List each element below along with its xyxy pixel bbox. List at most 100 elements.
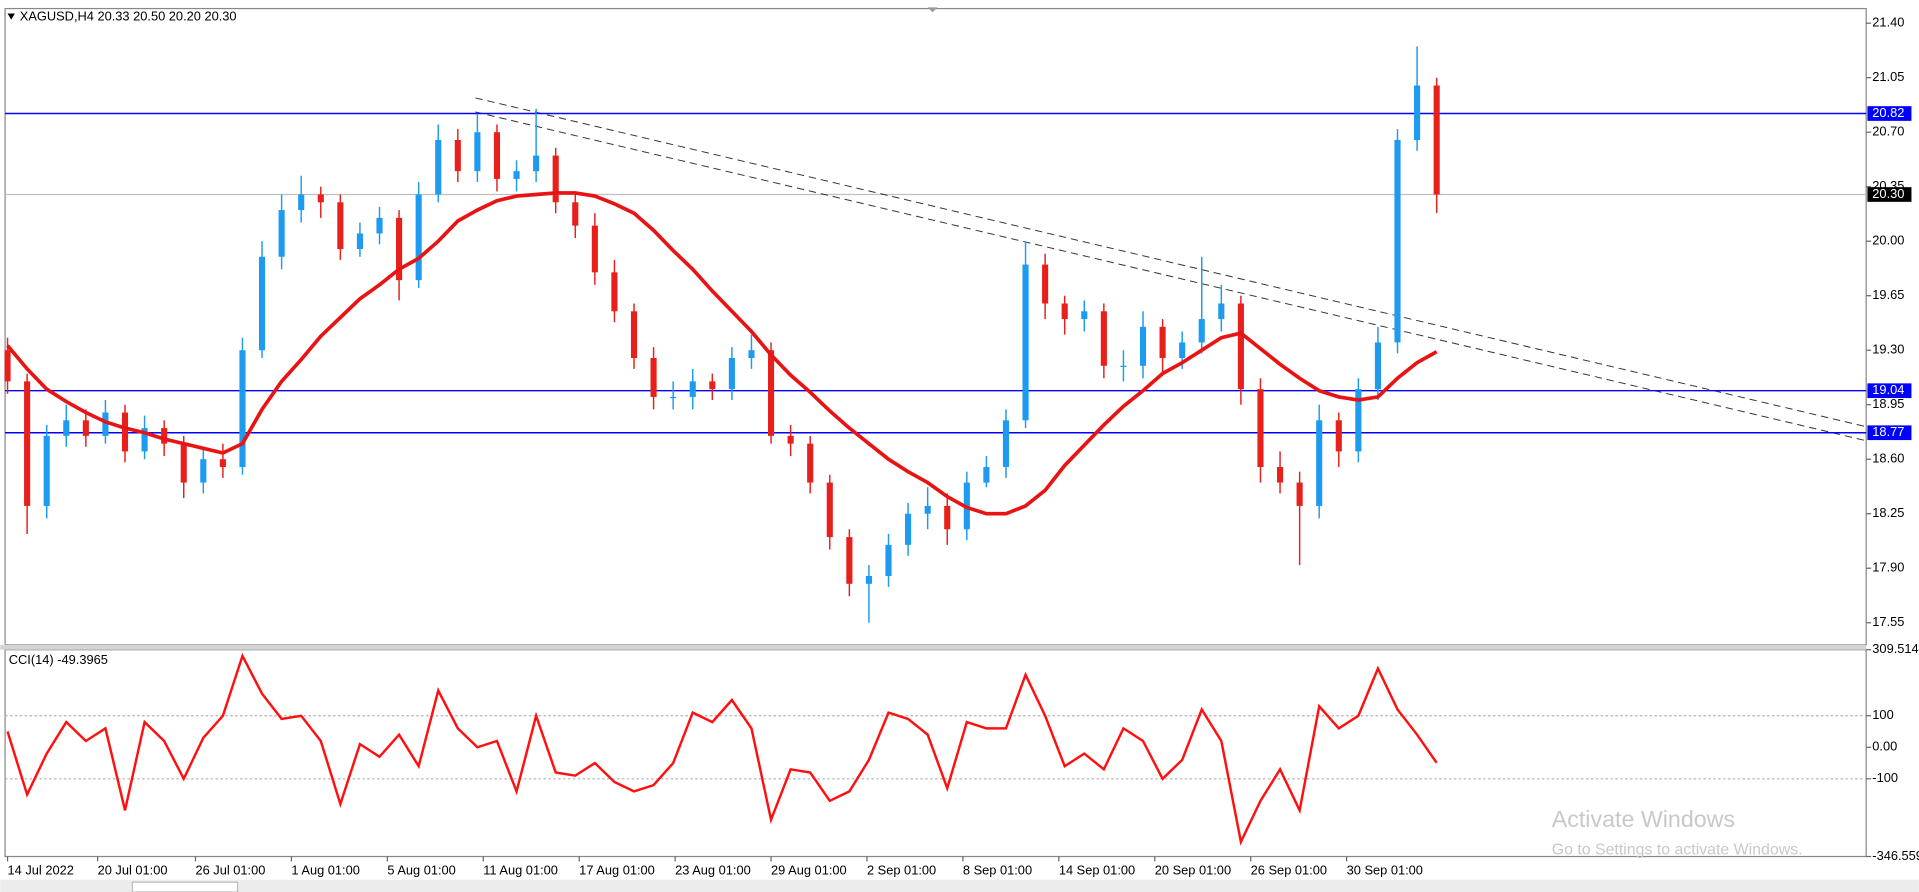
candle-body xyxy=(1316,420,1323,506)
y-tick-label: 19.65 xyxy=(1872,287,1904,302)
x-tick-label: 14 Sep 01:00 xyxy=(1059,863,1135,878)
y-tick-label: -100 xyxy=(1872,770,1898,785)
level-label: 20.82 xyxy=(1872,105,1904,120)
candle-body xyxy=(454,139,461,172)
x-tick-label: 5 Aug 01:00 xyxy=(387,863,455,878)
moving-average xyxy=(6,191,1438,516)
y-tick-label: 100 xyxy=(1872,707,1893,722)
candle-body xyxy=(787,435,794,444)
indicator-title: CCI(14) -49.3965 xyxy=(9,652,108,667)
x-tick-label: 29 Aug 01:00 xyxy=(771,863,847,878)
candle-body xyxy=(1139,326,1147,366)
y-tick-label: 309.514 xyxy=(1872,641,1918,656)
candle-body xyxy=(43,435,50,506)
menu-arrow xyxy=(7,13,15,20)
trendline xyxy=(475,97,1866,427)
current-price-label: 20.30 xyxy=(1872,186,1904,201)
candle-body xyxy=(885,544,892,577)
candle-body xyxy=(161,428,168,444)
candle-body xyxy=(1414,85,1421,140)
candle-body xyxy=(1179,342,1186,358)
candle-body xyxy=(1002,420,1010,468)
y-tick-label: 18.60 xyxy=(1872,451,1904,466)
candle-body xyxy=(474,132,481,172)
candle-body xyxy=(239,350,246,468)
x-tick-label: 17 Aug 01:00 xyxy=(579,863,655,878)
level-label: 19.04 xyxy=(1872,382,1904,397)
candle-body xyxy=(748,350,755,358)
candle-body xyxy=(513,171,520,179)
candle-body xyxy=(552,155,559,203)
candle-body xyxy=(493,132,501,179)
current-price-box xyxy=(1867,187,1912,202)
candle-body xyxy=(709,381,716,390)
candle-body xyxy=(1061,303,1068,320)
candle-body xyxy=(24,381,31,506)
candle-body xyxy=(1120,365,1127,368)
candle-body xyxy=(1296,482,1303,506)
x-tick-label: 26 Jul 01:00 xyxy=(195,863,265,878)
candle-body xyxy=(865,576,872,584)
level-label-box xyxy=(1867,383,1912,399)
candle-body xyxy=(944,505,951,530)
candle-body xyxy=(846,537,853,584)
candle-body xyxy=(689,381,696,397)
chart-title: XAGUSD,H4 20.33 20.50 20.20 20.30 xyxy=(20,9,237,24)
x-tick-label: 20 Sep 01:00 xyxy=(1155,863,1231,878)
y-tick-label: 20.70 xyxy=(1872,124,1904,139)
shift-marker xyxy=(927,7,938,13)
watermark-subtitle: Go to Settings to activate Windows. xyxy=(1552,842,1803,859)
level-label-box xyxy=(1867,425,1912,441)
candle-body xyxy=(591,225,598,273)
candle-body xyxy=(1276,467,1284,483)
x-tick-label: 2 Sep 01:00 xyxy=(867,863,936,878)
candle-body xyxy=(611,272,618,312)
x-tick-label: 30 Sep 01:00 xyxy=(1347,863,1423,878)
y-tick-label: 0.00 xyxy=(1872,739,1897,754)
candle-body xyxy=(298,194,305,211)
candle-body xyxy=(121,412,129,452)
candle-body xyxy=(258,256,266,351)
x-tick-label: 26 Sep 01:00 xyxy=(1251,863,1327,878)
candle-body xyxy=(396,217,403,281)
candle-body xyxy=(728,357,735,390)
x-tick-label: 11 Aug 01:00 xyxy=(483,863,558,878)
candle-body xyxy=(1042,264,1049,304)
watermark-title: Activate Windows xyxy=(1552,806,1735,832)
candle-body xyxy=(82,420,89,436)
tab-bar xyxy=(0,879,1919,892)
candle-body xyxy=(533,155,540,172)
candle-body xyxy=(219,459,226,468)
candle-body xyxy=(1218,303,1225,320)
candle-body xyxy=(1335,420,1342,452)
candle-body xyxy=(63,420,70,436)
candle-body xyxy=(317,194,324,203)
cci-line xyxy=(6,652,1438,846)
panel-separator xyxy=(0,644,1867,650)
y-tick-label: 18.95 xyxy=(1872,396,1904,411)
y-tick-label: 19.30 xyxy=(1872,342,1904,357)
candle-body xyxy=(630,311,638,358)
candle-body xyxy=(905,513,912,545)
y-tick-label: -346.559 xyxy=(1872,848,1919,863)
candle-body xyxy=(572,202,579,226)
level-label-box xyxy=(1867,106,1912,121)
y-tick-label: 21.40 xyxy=(1872,15,1904,30)
y-tick-label: 17.90 xyxy=(1872,560,1904,575)
tab[interactable] xyxy=(131,881,239,892)
y-tick-label: 17.55 xyxy=(1872,614,1904,629)
y-tick-label: 20.00 xyxy=(1872,233,1904,248)
y-tick-label: 18.25 xyxy=(1872,505,1904,520)
y-tick-label: 21.05 xyxy=(1872,69,1904,84)
candle-body xyxy=(1100,311,1107,366)
candle-body xyxy=(141,428,148,452)
x-tick-label: 1 Aug 01:00 xyxy=(291,863,359,878)
candle-body xyxy=(1237,303,1244,390)
candle-body xyxy=(376,217,383,234)
x-tick-label: 14 Jul 2022 xyxy=(8,863,74,878)
candle-body xyxy=(1198,319,1205,343)
candle-body xyxy=(1257,389,1264,468)
